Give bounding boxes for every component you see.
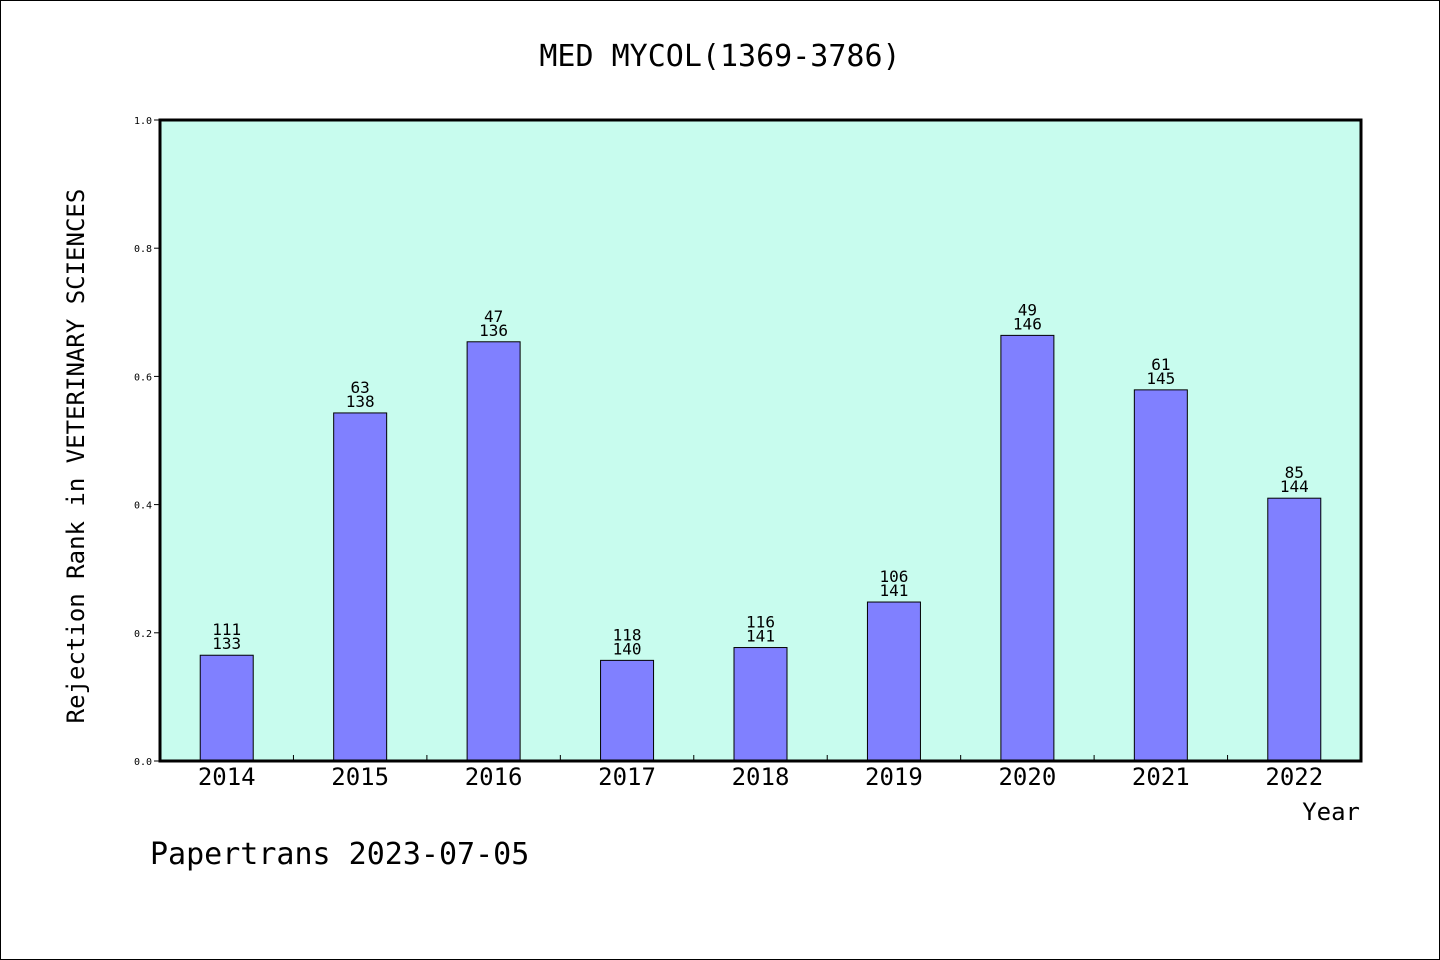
bar-rank-label-2015: 63 bbox=[351, 378, 370, 397]
y-tick-label-0.8: 0.8 bbox=[134, 244, 152, 255]
y-tick-label-0.6: 0.6 bbox=[134, 372, 152, 383]
bar-2022 bbox=[1267, 497, 1322, 762]
x-tick-label-2018: 2018 bbox=[732, 763, 790, 791]
x-tick-label-2020: 2020 bbox=[998, 763, 1056, 791]
bar-2016 bbox=[466, 341, 521, 762]
x-tick-label-2017: 2017 bbox=[598, 763, 656, 791]
y-tick-label-1.0: 1.0 bbox=[134, 116, 152, 127]
x-tick-label-2015: 2015 bbox=[331, 763, 389, 791]
bar-2021 bbox=[1133, 389, 1188, 762]
bar-total-label-2022: 144 bbox=[1280, 477, 1309, 496]
bar-2015 bbox=[333, 412, 388, 762]
plot-border bbox=[158, 118, 1363, 763]
y-axis-label: Rejection Rank in VETERINARY SCIENCES bbox=[62, 189, 90, 724]
bar-2019 bbox=[866, 601, 921, 762]
x-tick-label-2019: 2019 bbox=[865, 763, 923, 791]
y-tick-label-0.4: 0.4 bbox=[134, 501, 152, 512]
bar-2017 bbox=[600, 659, 655, 762]
bar-rank-label-2019: 106 bbox=[879, 567, 908, 586]
footer-credit: Papertrans 2023-07-05 bbox=[150, 837, 529, 872]
bar-rank-label-2016: 47 bbox=[484, 307, 503, 326]
bar-rank-label-2022: 85 bbox=[1285, 463, 1304, 482]
bar-total-label-2019: 141 bbox=[879, 581, 908, 600]
bar-rank-label-2020: 49 bbox=[1018, 300, 1037, 319]
x-tick-label-2021: 2021 bbox=[1132, 763, 1190, 791]
chart-title: MED MYCOL(1369-3786) bbox=[539, 39, 900, 74]
bar-2018 bbox=[733, 647, 788, 762]
bar-total-label-2020: 146 bbox=[1013, 314, 1042, 333]
bar-rank-label-2014: 111 bbox=[212, 620, 241, 639]
bar-rank-label-2021: 61 bbox=[1151, 355, 1170, 374]
y-tick-label-0.0: 0.0 bbox=[134, 757, 152, 768]
x-axis-label: Year bbox=[1302, 798, 1360, 826]
x-tick-label-2014: 2014 bbox=[198, 763, 256, 791]
x-tick-label-2016: 2016 bbox=[465, 763, 523, 791]
bar-rank-label-2018: 116 bbox=[746, 613, 775, 632]
bar-total-label-2016: 136 bbox=[479, 321, 508, 340]
bar-total-label-2018: 141 bbox=[746, 627, 775, 646]
bar-total-label-2015: 138 bbox=[346, 392, 375, 411]
bar-rank-label-2017: 118 bbox=[613, 625, 642, 644]
bar-total-label-2014: 133 bbox=[212, 634, 241, 653]
x-tick-label-2022: 2022 bbox=[1265, 763, 1323, 791]
bar-2014 bbox=[199, 654, 254, 762]
bars bbox=[199, 334, 1322, 762]
y-tick-label-0.2: 0.2 bbox=[134, 629, 152, 640]
bar-total-label-2017: 140 bbox=[613, 639, 642, 658]
bar-total-label-2021: 145 bbox=[1146, 369, 1175, 388]
bar-2020 bbox=[1000, 334, 1055, 762]
